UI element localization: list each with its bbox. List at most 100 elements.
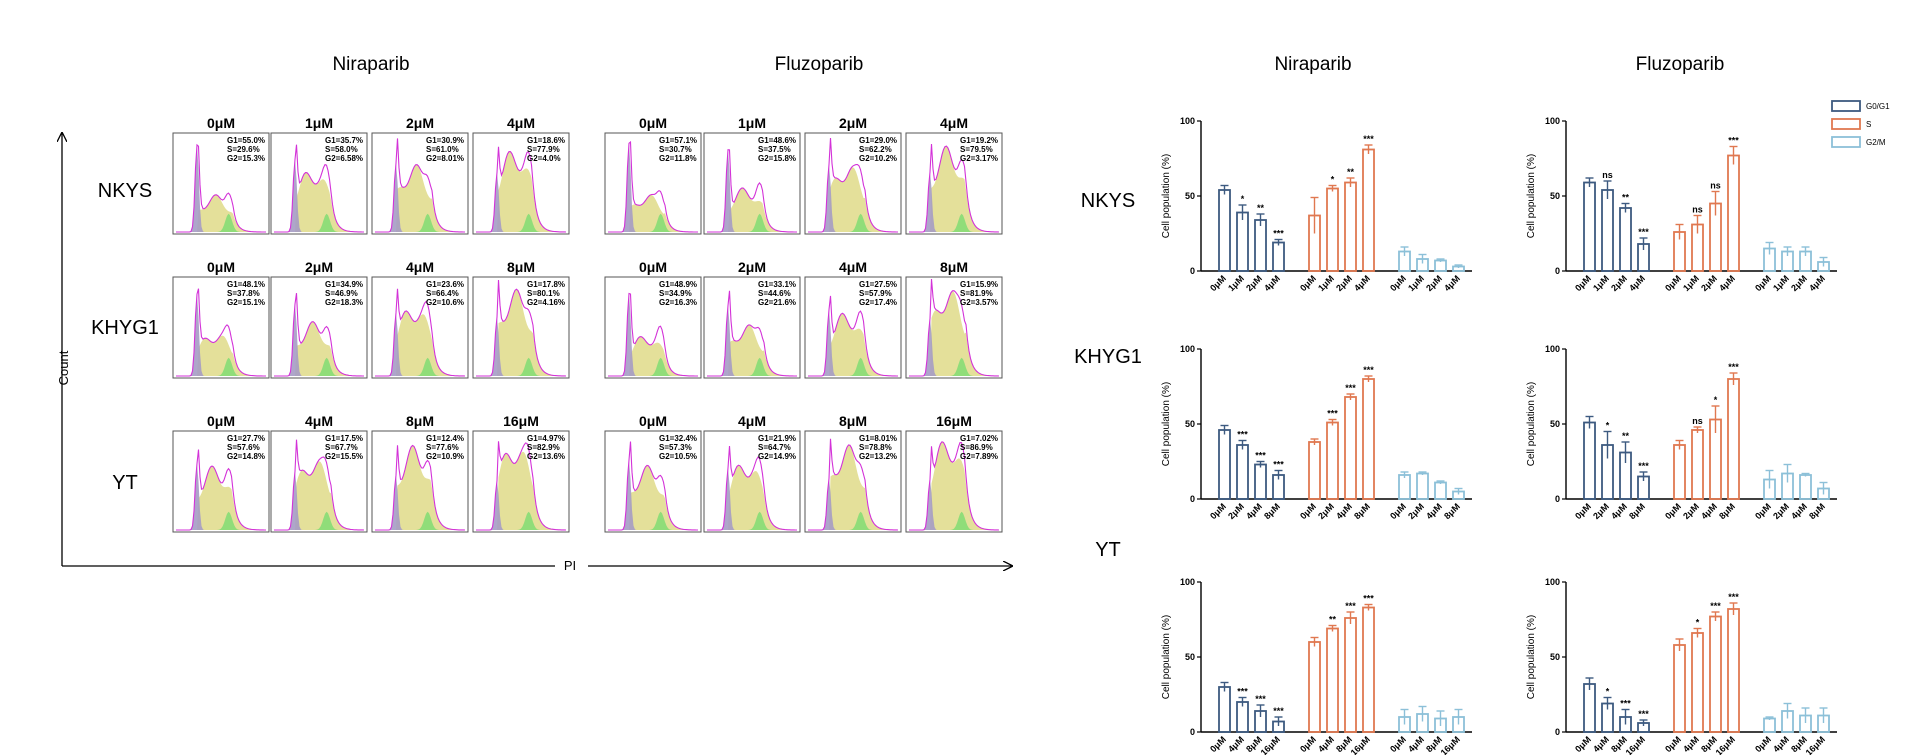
histogram-s-text: S=80.1% [527, 289, 560, 298]
histogram-g1-fill [375, 163, 465, 232]
histogram-total-line [176, 143, 266, 233]
bar-x-tick-label: 4μM [1699, 501, 1719, 521]
histogram-total-line [274, 293, 364, 377]
histogram-g2-text: G2=15.5% [325, 452, 363, 461]
histogram-g1-fill [909, 172, 999, 232]
significance-marker: *** [1710, 601, 1721, 611]
histogram-dose-label: 4μM [305, 413, 333, 429]
histogram-g1-fill [375, 312, 465, 376]
histogram-g2-text: G2=21.6% [758, 298, 796, 307]
histogram-s-text: S=29.6% [227, 145, 260, 154]
histogram-g1-fill [808, 478, 898, 530]
significance-marker: *** [1345, 601, 1356, 611]
x-axis-label-pi: PI [564, 558, 576, 573]
bar [1326, 627, 1339, 733]
histogram-total-line [608, 441, 698, 531]
histogram-dose-label: 0μM [639, 259, 667, 275]
significance-marker: *** [1620, 699, 1631, 709]
bar [1308, 441, 1321, 500]
bar-y-tick-label: 100 [1180, 577, 1195, 587]
bar [1601, 189, 1614, 272]
histogram-g1-text: G1=35.7% [325, 136, 363, 145]
histogram-total-line [476, 279, 567, 377]
histogram-g1-text: G1=15.9% [960, 280, 998, 289]
bar-y-tick-label: 0 [1555, 266, 1560, 276]
histogram-g1-text: G1=17.5% [325, 434, 363, 443]
significance-marker: * [1696, 618, 1700, 628]
significance-marker: ns [1602, 170, 1613, 180]
significance-marker: *** [1638, 227, 1649, 237]
histogram-s-text: S=82.9% [527, 443, 560, 452]
histogram-g1-fill [274, 159, 364, 232]
bar-x-tick-label: 16μM [1624, 734, 1647, 755]
histogram-g1-fill [707, 468, 797, 530]
bar-x-tick-label: 8μM [1352, 501, 1372, 521]
bar-x-tick-label: 4μM [1226, 734, 1246, 754]
histogram-g2-text: G2=14.8% [227, 452, 265, 461]
bar [1362, 606, 1375, 733]
significance-marker: * [1606, 687, 1610, 697]
histogram-g2-text: G2=6.58% [325, 154, 363, 163]
bar-x-tick-label: 4μM [1807, 273, 1827, 293]
bar [1709, 615, 1722, 733]
histogram-g2-text: G2=4.0% [527, 154, 561, 163]
significance-marker: ** [1329, 615, 1337, 625]
histogram-dose-label: 16μM [936, 413, 972, 429]
significance-marker: *** [1728, 136, 1739, 146]
significance-marker: ns [1692, 205, 1703, 215]
flow-row-label-yt: YT [112, 472, 138, 494]
histogram-g2-text: G2=15.3% [227, 154, 265, 163]
histogram-g2-text: G2=13.2% [859, 452, 897, 461]
histogram-dose-label: 0μM [639, 413, 667, 429]
bar [1727, 378, 1740, 500]
significance-marker: *** [1728, 362, 1739, 372]
histogram-dose-label: 2μM [738, 259, 766, 275]
bar [1344, 181, 1357, 272]
bar-x-tick-label: 0μM [1753, 273, 1773, 293]
significance-marker: *** [1255, 451, 1266, 461]
bar-title-niraparib: Niraparib [1274, 54, 1351, 75]
histogram-total-line [375, 288, 466, 377]
bar-x-tick-label: 2μM [1789, 273, 1809, 293]
significance-marker: *** [1237, 687, 1248, 697]
bar-y-axis-label: Cell population (%) [1161, 615, 1172, 700]
histogram-g2-text: G2=17.4% [859, 298, 897, 307]
bar-x-tick-label: 8μM [1627, 501, 1647, 521]
histogram-dose-label: 4μM [940, 115, 968, 131]
bar-y-tick-label: 50 [1185, 191, 1195, 201]
bar-x-tick-label: 0μM [1663, 273, 1683, 293]
bar-y-tick-label: 100 [1545, 344, 1560, 354]
histogram-g1-fill [707, 149, 797, 232]
histogram-s-text: S=58.0% [325, 145, 358, 154]
histogram-dose-label: 8μM [507, 259, 535, 275]
bar-x-tick-label: 0μM [1298, 734, 1318, 754]
bar-x-tick-label: 16μM [1349, 734, 1372, 755]
significance-marker: *** [1273, 706, 1284, 716]
histogram-g2-text: G2=18.3% [325, 298, 363, 307]
histogram-total-line [375, 138, 465, 233]
bar-x-tick-label: 4μM [1262, 273, 1282, 293]
histogram-g1-fill [476, 172, 566, 232]
histogram-dose-label: 2μM [839, 115, 867, 131]
histogram-g1-fill [176, 144, 266, 232]
bar-x-tick-label: 0μM [1208, 501, 1228, 521]
histogram-g1-text: G1=4.97% [527, 434, 565, 443]
histogram-total-line [176, 288, 266, 377]
bar-y-tick-label: 0 [1190, 266, 1195, 276]
bar-y-tick-label: 0 [1190, 727, 1195, 737]
bar-x-tick-label: 4μM [1424, 501, 1444, 521]
bar-x-tick-label: 0μM [1298, 273, 1318, 293]
histogram-dose-label: 1μM [305, 115, 333, 131]
histogram-s-text: S=81.9% [960, 289, 993, 298]
bar-x-tick-label: 16μM [1714, 734, 1737, 755]
bar [1799, 474, 1812, 500]
significance-marker: * [1714, 395, 1718, 405]
histogram-s-text: S=61.0% [426, 145, 459, 154]
bar [1344, 617, 1357, 733]
bar-x-tick-label: 2μM [1424, 273, 1444, 293]
histogram-g1-text: G1=34.9% [325, 280, 363, 289]
histogram-g2-text: G2=3.57% [960, 298, 998, 307]
bar [1236, 444, 1249, 500]
bar-x-tick-label: 2μM [1609, 273, 1629, 293]
